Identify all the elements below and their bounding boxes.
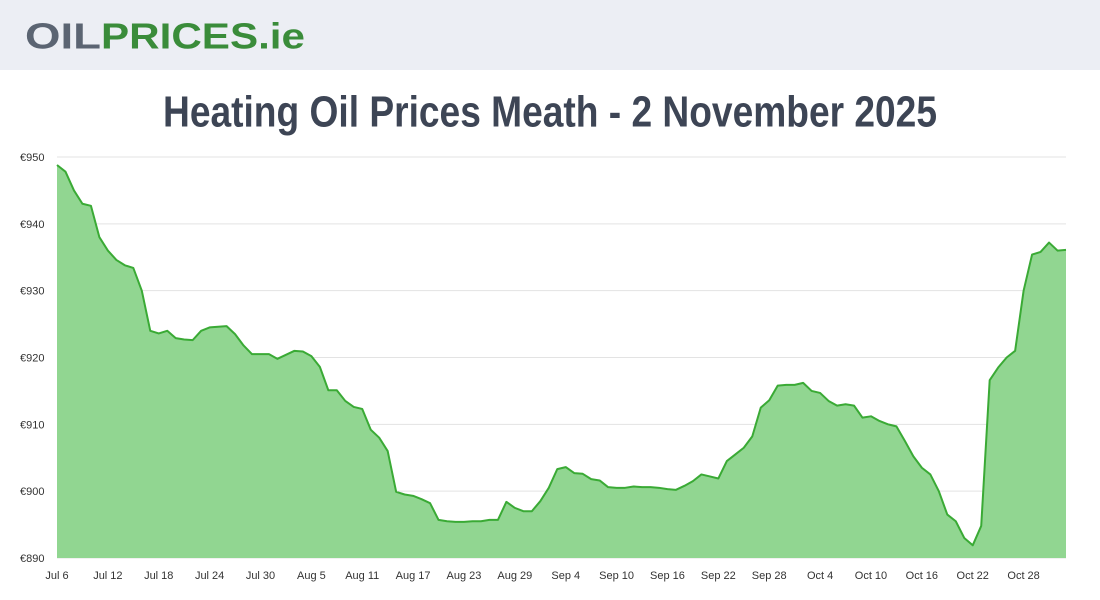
x-tick-label: Jul 6 <box>45 570 68 582</box>
logo-text[interactable]: OIL <box>25 16 101 57</box>
x-tick-label: Oct 16 <box>906 570 938 582</box>
x-tick-label: Oct 4 <box>807 570 833 582</box>
x-tick-label: Aug 17 <box>396 570 431 582</box>
x-tick-label: Jul 24 <box>195 570 224 582</box>
y-tick-label: €930 <box>20 286 44 298</box>
x-tick-label: Aug 11 <box>345 570 379 582</box>
line <box>56 164 1067 547</box>
area <box>57 165 1066 558</box>
x-tick-label: Sep 28 <box>752 570 787 582</box>
x-tick-label: Sep 22 <box>701 570 736 582</box>
x-tick-label: Aug 5 <box>297 570 326 582</box>
x-tick-label: Aug 29 <box>497 570 532 582</box>
x-tick-label: Jul 12 <box>93 570 122 582</box>
y-tick-label: €900 <box>20 486 44 498</box>
x-tick-label: Jul 18 <box>144 570 173 582</box>
x-tick-label: Oct 22 <box>957 570 989 582</box>
chart-title: Heating Oil Prices Meath - 2 November 20… <box>163 88 937 137</box>
x-tick-label: Oct 28 <box>1007 570 1039 582</box>
logo-text[interactable]: PRICES.ie <box>101 16 305 57</box>
x-tick-label: Aug 23 <box>447 570 482 582</box>
x-tick-label: Sep 4 <box>551 570 580 582</box>
x-tick-label: Oct 10 <box>855 570 887 582</box>
x-tick-label: Jul 30 <box>246 570 275 582</box>
y-tick-label: €920 <box>20 353 44 365</box>
x-tick-label: Sep 10 <box>599 570 634 582</box>
y-tick-label: €950 <box>20 152 44 164</box>
y-tick-label: €910 <box>20 419 44 431</box>
y-tick-label: €940 <box>20 219 44 231</box>
header-bar <box>0 0 1100 70</box>
x-tick-label: Sep 16 <box>650 570 685 582</box>
y-tick-label: €890 <box>20 553 44 565</box>
